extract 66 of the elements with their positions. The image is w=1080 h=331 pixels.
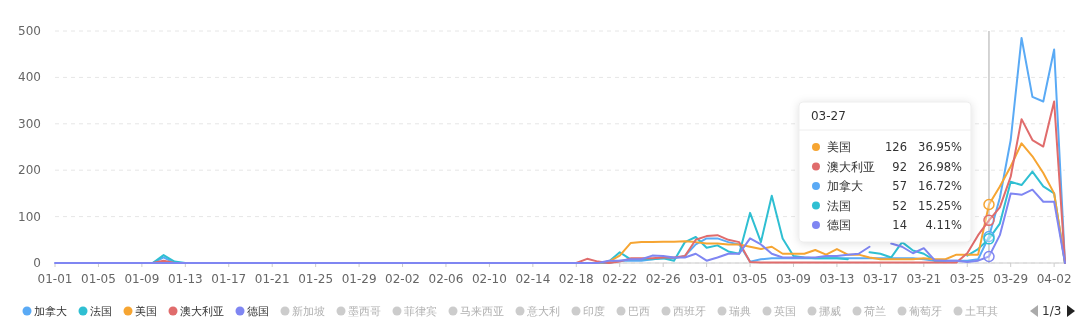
y-tick-label: 200 <box>18 163 41 178</box>
annotation: 52 <box>892 198 907 213</box>
text: 英国 <box>774 305 796 318</box>
y-tick-label: 0 <box>33 256 41 270</box>
annotation: 15.25% <box>918 198 963 213</box>
text: 法国 <box>90 305 112 318</box>
x-tick-label: 04-02 <box>1036 272 1072 286</box>
annotation: 03-27 <box>810 109 846 123</box>
x-tick-label: 01-17 <box>211 272 247 286</box>
annotation: 26.98% <box>918 159 963 174</box>
x-tick-label: 03-01 <box>689 272 725 286</box>
annotation: 57 <box>892 179 907 193</box>
x-tick-label: 01-25 <box>298 272 334 286</box>
text: 新加坡 <box>292 305 325 318</box>
y-tick-label: 100 <box>18 209 41 224</box>
x-tick-label: 01-21 <box>254 272 290 286</box>
text: 印度 <box>583 305 605 318</box>
x-tick-label: 03-05 <box>732 272 768 286</box>
text: 荷兰 <box>864 305 886 318</box>
annotation: 4.11% <box>925 218 963 232</box>
legend-label: 加拿大 <box>826 179 863 193</box>
x-tick-label: 02-14 <box>515 272 551 286</box>
text: 瑞典 <box>729 305 751 318</box>
x-tick-label: 02-26 <box>645 272 681 286</box>
text: 加拿大 <box>34 305 67 318</box>
x-tick-label: 03-17 <box>862 272 898 286</box>
x-tick-label: 02-22 <box>602 272 638 286</box>
x-tick-label: 03-21 <box>906 272 942 286</box>
text: 墨西哥 <box>348 305 381 318</box>
text: 挪威 <box>819 305 841 318</box>
legend-label: 美国 <box>826 140 851 154</box>
x-tick-label: 01-29 <box>341 272 377 286</box>
x-tick-label: 02-06 <box>428 272 464 286</box>
x-tick-label: 03-25 <box>949 272 985 286</box>
text: 德国 <box>247 305 269 318</box>
y-tick-label: 400 <box>18 70 41 85</box>
text: 意大利 <box>526 305 560 318</box>
annotation: 16.72% <box>918 179 963 193</box>
x-tick-label: 02-18 <box>558 272 594 286</box>
x-tick-label: 02-02 <box>385 272 420 286</box>
y-tick-label: 300 <box>18 116 41 131</box>
legend-label: 法国 <box>826 198 851 213</box>
x-tick-label: 01-09 <box>124 272 160 286</box>
x-tick-label: 03-13 <box>819 272 855 286</box>
y-tick-label: 500 <box>18 24 41 38</box>
x-tick-label: 01-13 <box>167 272 203 286</box>
text: 葡萄牙 <box>909 305 942 318</box>
x-tick-label: 01-05 <box>81 272 116 286</box>
x-tick-label: 03-09 <box>776 272 811 286</box>
legend-label: 澳大利亚 <box>826 159 875 174</box>
annotation: 14 <box>892 218 907 232</box>
text: 澳大利亚 <box>180 305 224 318</box>
annotation: 126 <box>885 140 907 154</box>
text: 菲律宾 <box>404 305 437 318</box>
text: 1/3 <box>1042 304 1062 318</box>
x-tick-label: 03-29 <box>993 272 1029 286</box>
legend-label: 德国 <box>826 218 851 232</box>
text: 土耳其 <box>965 305 998 318</box>
text: 马来西亚 <box>460 305 504 318</box>
x-tick-label: 02-10 <box>471 272 507 286</box>
text: 美国 <box>135 305 157 318</box>
annotation: 36.95% <box>918 140 963 154</box>
x-tick-label: 01-01 <box>37 272 73 286</box>
text: 巴西 <box>628 305 650 318</box>
annotation: 92 <box>892 159 907 174</box>
text: 西班牙 <box>673 305 706 318</box>
